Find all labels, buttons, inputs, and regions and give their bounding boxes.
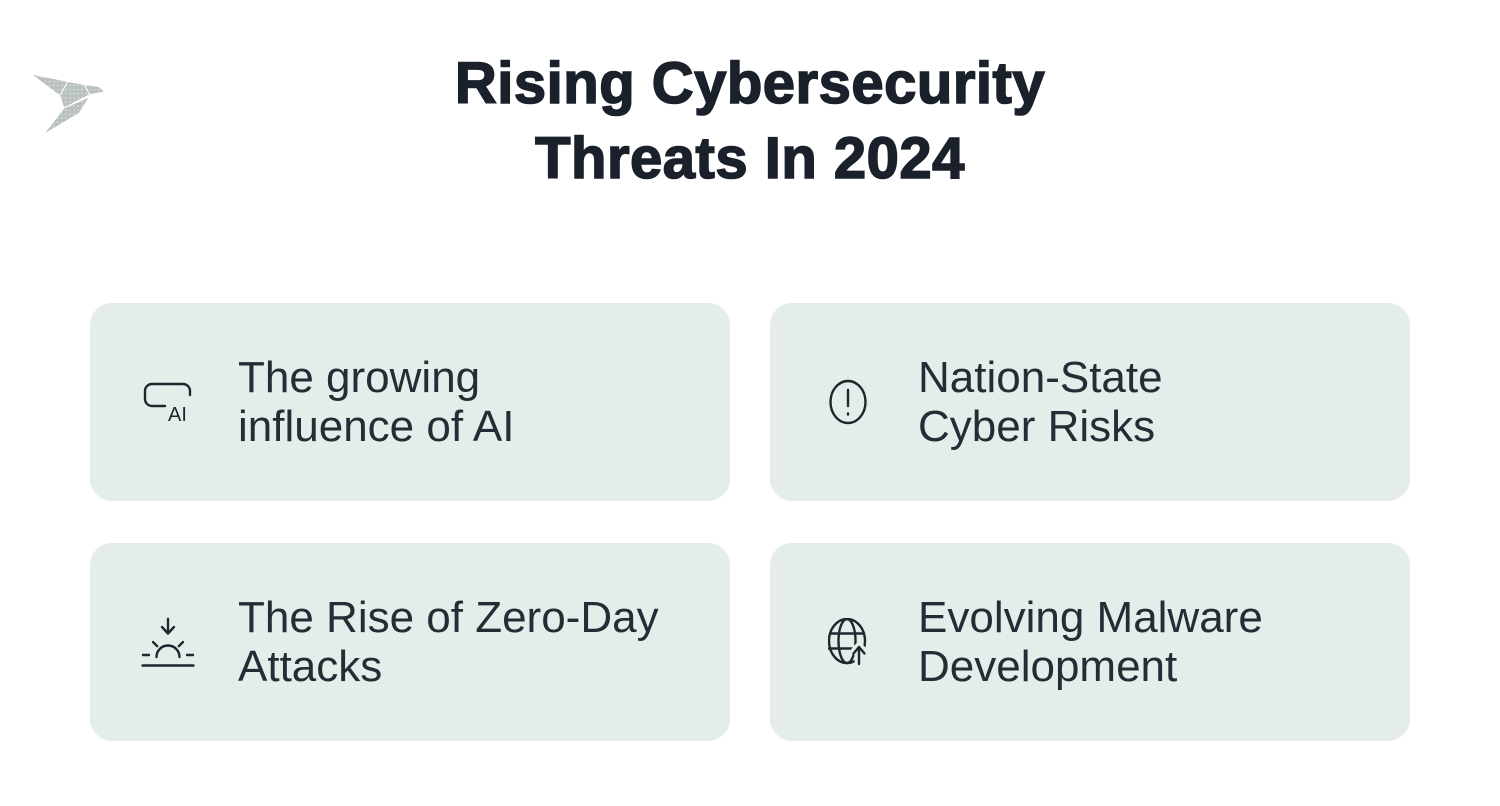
sunset-down-arrow-icon [138, 617, 198, 667]
threat-cards-grid: AI The growing influence of AI Nation-St… [90, 303, 1410, 741]
ai-icon-label: AI [168, 404, 187, 422]
card-line: Evolving Malware [918, 593, 1263, 642]
card-title-text: Evolving Malware Development [918, 593, 1263, 691]
globe-up-arrow-icon [818, 618, 878, 666]
card-title-text: The Rise of Zero-Day Attacks [238, 593, 659, 691]
card-line: Attacks [238, 642, 383, 691]
card-nation-state-cyber-risks: Nation-State Cyber Risks [770, 303, 1410, 501]
card-line: Nation-State [918, 353, 1163, 402]
card-line: Cyber Risks [918, 402, 1156, 451]
card-title-text: The growing influence of AI [238, 353, 514, 451]
card-rise-of-zero-day-attacks: The Rise of Zero-Day Attacks [90, 543, 730, 741]
page-title-line-2: Threats In 2024 [534, 125, 965, 192]
origami-bird-icon [30, 73, 106, 136]
origami-bird-logo [28, 72, 108, 138]
card-line: influence of AI [238, 402, 515, 451]
card-line: The Rise of Zero-Day [238, 593, 659, 642]
card-evolving-malware-development: Evolving Malware Development [770, 543, 1410, 741]
ai-chat-bubble-icon: AI [138, 382, 198, 422]
page-title: Rising Cybersecurity Threats In 2024 [0, 46, 1500, 196]
card-growing-influence-of-ai: AI The growing influence of AI [90, 303, 730, 501]
page-title-line-1: Rising Cybersecurity [454, 50, 1046, 117]
card-title-text: Nation-State Cyber Risks [918, 353, 1163, 451]
card-line: Development [918, 642, 1178, 691]
alert-circle-icon [818, 379, 878, 425]
card-line: The growing [238, 353, 481, 402]
